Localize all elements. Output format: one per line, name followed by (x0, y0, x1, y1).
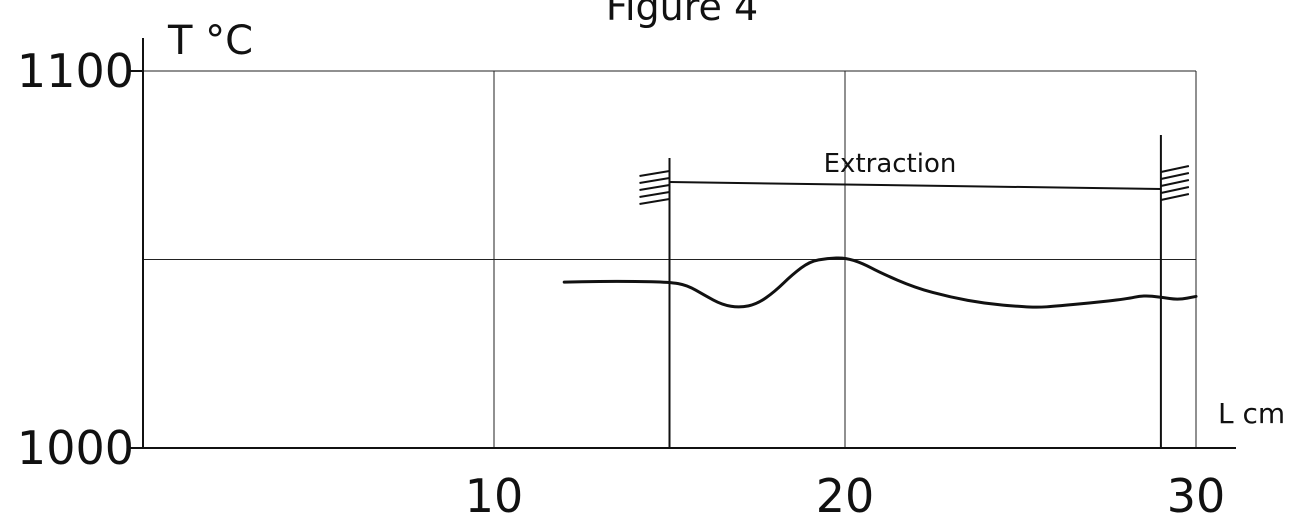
hatch-end (1160, 179, 1190, 187)
hatch-end (1160, 193, 1190, 201)
chart-title: Figure 4 (606, 0, 758, 29)
x-tick-label-30: 30 (1167, 469, 1226, 518)
hatch-end (1160, 165, 1190, 173)
series-layer (562, 256, 1198, 309)
y-axis-label: T °C (167, 18, 253, 64)
hatch-start (639, 191, 670, 198)
hatch-start (639, 198, 670, 205)
axes (128, 38, 1236, 449)
series-line-0 (562, 256, 1198, 309)
hatch-end (1160, 172, 1190, 180)
hatch-start (639, 177, 670, 184)
hatch-end (1160, 186, 1190, 194)
extraction-annotation (639, 135, 1190, 448)
hatch-start (639, 170, 670, 177)
x-tick-label-20: 20 (816, 469, 875, 518)
y-tick-label-1100: 1100 (17, 44, 134, 98)
x-tick-label-10: 10 (465, 469, 524, 518)
labels: Figure 4 T °C L cm Extraction 10 20 30 1000… (17, 0, 1285, 518)
annotation-label: Extraction (824, 149, 957, 179)
hatch-start (639, 184, 670, 191)
x-axis-label: L cm (1218, 397, 1285, 430)
extraction-bracket-line (669, 181, 1161, 190)
y-tick-label-1000: 1000 (17, 421, 134, 475)
